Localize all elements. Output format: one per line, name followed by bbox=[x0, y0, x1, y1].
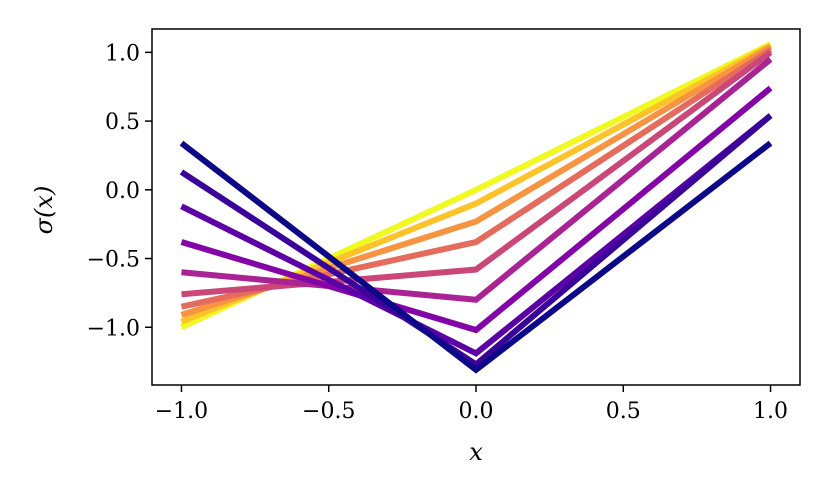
x-tick-label: 0.5 bbox=[606, 399, 641, 424]
series-line-5 bbox=[181, 49, 773, 298]
series-line-8 bbox=[180, 113, 773, 357]
y-tick-label: 0.5 bbox=[105, 110, 140, 135]
y-tick-label: −0.5 bbox=[87, 248, 140, 273]
y-axis-ticks: −1.0 −0.5 0.0 0.5 1.0 bbox=[87, 41, 152, 341]
series-line-7 bbox=[180, 85, 773, 334]
series-lines bbox=[179, 41, 773, 374]
series-line-9 bbox=[179, 113, 773, 369]
series-line-6 bbox=[181, 56, 773, 303]
x-axis-label: x bbox=[469, 438, 483, 466]
x-tick-label: −0.5 bbox=[302, 399, 355, 424]
y-tick-label: −1.0 bbox=[87, 316, 140, 341]
y-tick-label: 0.0 bbox=[105, 179, 140, 204]
x-tick-label: 0.0 bbox=[459, 399, 494, 424]
x-axis-ticks: −1.0 −0.5 0.0 0.5 1.0 bbox=[155, 385, 788, 424]
y-tick-label: 1.0 bbox=[105, 41, 140, 66]
x-tick-label: −1.0 bbox=[155, 399, 208, 424]
x-tick-label: 1.0 bbox=[753, 399, 788, 424]
y-axis-label: σ(x) bbox=[30, 186, 58, 235]
series-line-10 bbox=[179, 140, 773, 374]
